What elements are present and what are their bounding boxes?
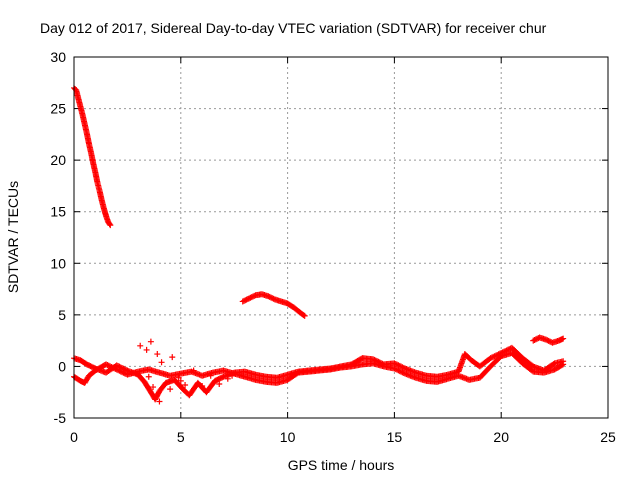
x-tick-label: 5 [177,429,185,445]
point-trace-b [398,363,405,370]
point-trace-a [105,362,112,369]
x-tick-label: 20 [493,429,509,445]
point-trace-b [376,359,383,366]
point-trace-b [392,360,399,367]
point-trace-b [488,354,495,361]
point-trace-b [491,353,498,360]
point-trace-b [123,366,130,373]
point-trace-b [499,349,506,356]
point-trace-b [115,363,122,370]
y-tick-label: 15 [50,204,66,220]
point-late-arc [560,335,567,342]
point-mid-arc [301,312,308,319]
x-axis-label: GPS time / hours [288,457,395,473]
point-scattered-cluster [167,386,174,393]
chart-title: Day 012 of 2017, Sidereal Day-to-day VTE… [40,20,547,36]
point-trace-b [498,350,505,357]
point-trace-a [400,370,407,377]
y-tick-label: -5 [54,410,67,426]
point-scattered-cluster [199,383,206,390]
point-trace-b [120,365,127,372]
y-tick-label: 5 [58,307,66,323]
point-trace-b [116,363,123,370]
point-trace-b [399,364,406,371]
point-scattered-cluster [156,398,163,405]
point-trace-a [392,366,399,373]
point-trace-a [399,369,406,376]
data-marks [71,84,567,405]
point-trace-b [550,361,557,368]
point-mid-arc [300,312,307,319]
point-trace-b [370,356,377,363]
point-trace-b [113,362,120,369]
point-trace-b [502,348,509,355]
point-trace-a [394,366,401,373]
point-trace-b [560,358,567,365]
point-trace-b [487,355,494,362]
y-axis-label: SDTVAR / TECUs [5,181,21,293]
point-scattered-cluster [190,367,197,374]
y-tick-label: 10 [50,255,66,271]
point-trace-b [494,351,501,358]
point-trace-b [117,364,124,371]
y-ticks: -5 0 5 10 15 20 25 30 [50,49,608,426]
point-scattered-cluster [143,346,150,353]
point-scattered-cluster [145,373,152,380]
point-scattered-cluster [147,338,154,345]
x-tick-label: 25 [600,429,616,445]
point-scattered-cluster [162,371,169,378]
point-trace-b [496,350,503,357]
point-trace-a [391,365,398,372]
point-trace-a [398,368,405,375]
point-scattered-cluster [182,381,189,388]
point-high-descending-arc [106,221,113,228]
x-tick-label: 15 [387,429,403,445]
y-tick-label: 20 [50,152,66,168]
point-scattered-cluster [207,372,214,379]
point-scattered-cluster [137,342,144,349]
grid [74,57,608,418]
y-tick-label: 0 [58,358,66,374]
point-trace-b [503,347,510,354]
point-trace-b [375,358,382,365]
point-trace-b [504,346,511,353]
x-tick-label: 10 [280,429,296,445]
plot-frame [73,56,609,419]
point-scattered-cluster [229,372,236,379]
point-scattered-cluster [177,377,184,384]
point-scattered-cluster [169,354,176,361]
y-tick-label: 30 [50,49,66,65]
point-trace-b [396,362,403,369]
point-trace-b [490,353,497,360]
point-trace-b [395,362,402,369]
point-trace-b [492,352,499,359]
point-trace-a [104,362,111,369]
point-trace-b [372,357,379,364]
point-trace-b [495,351,502,358]
point-trace-b [371,356,378,363]
point-scattered-cluster [216,380,223,387]
point-scattered-cluster [154,351,161,358]
point-trace-b [119,364,126,371]
point-scattered-cluster [150,384,157,391]
point-trace-a [395,367,402,374]
x-ticks: 0 5 10 15 20 25 [70,57,616,445]
point-trace-b [500,348,507,355]
point-trace-a [396,368,403,375]
point-high-descending-arc [107,222,114,229]
point-trace-b [394,361,401,368]
point-trace-b [400,364,407,371]
point-trace-a [103,361,110,368]
point-scattered-cluster [158,359,165,366]
point-trace-b [374,358,381,365]
y-tick-label: 25 [50,101,66,117]
point-scattered-cluster [175,374,182,381]
point-trace-b [391,360,398,367]
x-tick-label: 0 [70,429,78,445]
point-trace-b [121,366,128,373]
point-scattered-cluster [224,375,231,382]
point-trace-b [378,360,385,367]
